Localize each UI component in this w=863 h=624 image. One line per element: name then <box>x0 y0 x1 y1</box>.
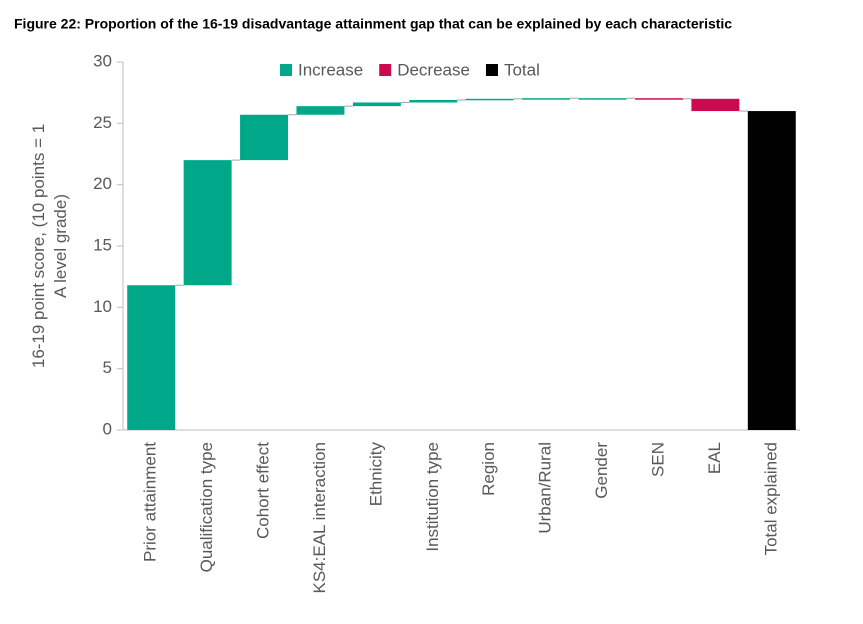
y-tick-label: 15 <box>93 235 112 254</box>
bar <box>578 98 627 100</box>
x-tick-label: Institution type <box>423 442 442 552</box>
bar <box>240 114 289 161</box>
legend-label: Increase <box>298 60 363 79</box>
y-tick-label: 0 <box>103 419 112 438</box>
x-tick-label: SEN <box>648 442 667 477</box>
legend-swatch <box>485 64 498 76</box>
x-tick-label: Qualification type <box>197 442 216 572</box>
y-tick-label: 25 <box>93 113 112 132</box>
legend-label: Total <box>504 60 540 79</box>
bar <box>127 285 176 430</box>
chart-title: Figure 22: Proportion of the 16-19 disad… <box>14 16 732 32</box>
x-tick-label: Cohort effect <box>254 442 273 539</box>
y-tick-label: 10 <box>93 297 112 316</box>
bar <box>183 160 232 286</box>
x-tick-label: EAL <box>705 442 724 474</box>
bar <box>634 98 683 100</box>
bar <box>409 100 458 103</box>
x-tick-label: KS4:EAL interaction <box>310 442 329 594</box>
x-tick-label: Region <box>479 442 498 496</box>
legend-label: Decrease <box>397 60 470 79</box>
y-tick-label: 30 <box>93 51 112 70</box>
bar <box>522 98 571 100</box>
bar <box>465 98 514 101</box>
x-tick-label: Total explained <box>761 442 780 555</box>
x-tick-label: Ethnicity <box>366 442 385 507</box>
bar <box>352 102 401 107</box>
bar <box>296 106 345 115</box>
y-tick-label: 5 <box>103 358 112 377</box>
bar <box>691 98 740 112</box>
x-tick-label: Prior attainment <box>141 442 160 562</box>
bar <box>747 111 796 431</box>
y-tick-label: 20 <box>93 174 112 193</box>
legend-swatch <box>280 64 292 76</box>
legend-swatch <box>379 64 392 76</box>
x-tick-label: Urban/Rural <box>536 442 555 534</box>
x-tick-label: Gender <box>592 442 611 499</box>
